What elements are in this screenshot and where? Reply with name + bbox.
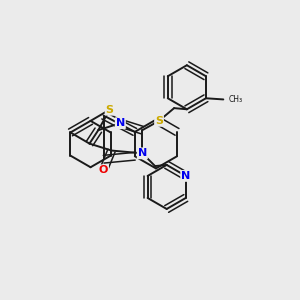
Text: CH₃: CH₃: [229, 95, 243, 104]
Text: N: N: [138, 148, 147, 158]
Text: N: N: [181, 171, 190, 181]
Text: O: O: [99, 165, 108, 175]
Text: S: S: [106, 105, 114, 115]
Text: N: N: [116, 118, 125, 128]
Text: S: S: [155, 116, 163, 126]
